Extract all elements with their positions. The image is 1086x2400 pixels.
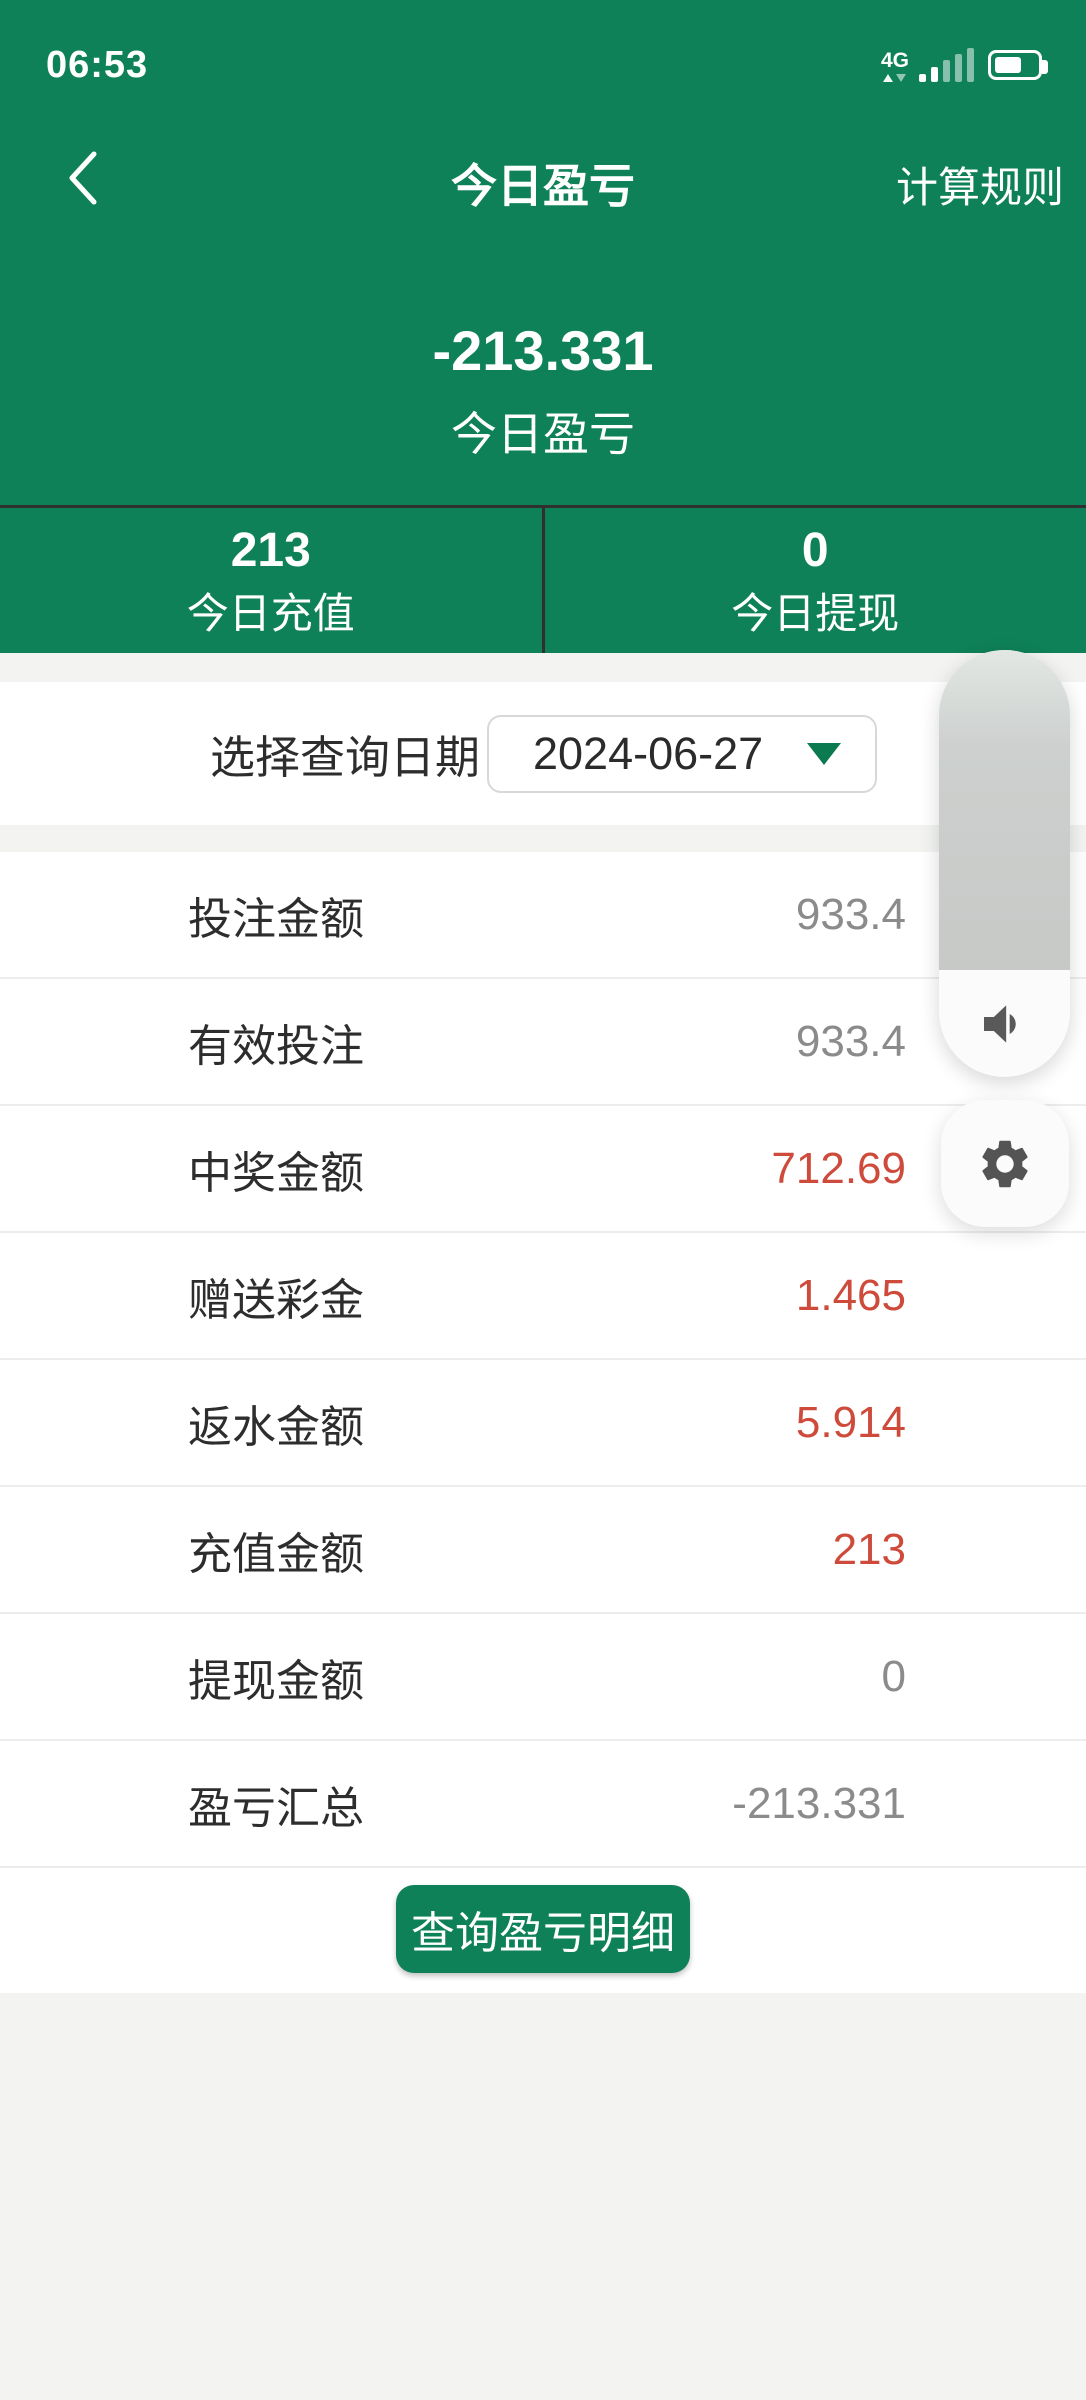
row-value: 712.69: [771, 1143, 906, 1193]
settings-button[interactable]: [941, 1100, 1069, 1227]
gear-icon: [982, 1140, 1028, 1187]
signal-bars-icon: 4G: [881, 48, 974, 82]
query-profit-detail-button[interactable]: 查询盈亏明细: [396, 1885, 690, 1973]
date-dropdown[interactable]: 2024-06-27: [487, 715, 877, 793]
today-withdraw-label: 今日提现: [731, 589, 900, 637]
today-profit-amount: -213.331: [432, 319, 654, 382]
row-rebate: 返水金额 5.914: [0, 1360, 1086, 1487]
back-button[interactable]: [62, 148, 106, 208]
row-label: 投注金额: [188, 894, 364, 944]
today-deposit-label: 今日充值: [186, 589, 355, 637]
clock-time: 06:53: [46, 43, 149, 86]
date-picker-section: 选择查询日期 2024-06-27: [0, 682, 1086, 825]
row-label: 有效投注: [188, 1021, 364, 1071]
floating-assist-pill: [939, 650, 1070, 1077]
speaker-icon: [983, 1004, 1016, 1043]
row-label: 提现金额: [188, 1656, 364, 1706]
row-value: -213.331: [732, 1778, 906, 1828]
row-value: 933.4: [795, 889, 906, 939]
network-type-label: 4G: [880, 49, 909, 72]
row-label: 返水金额: [188, 1402, 364, 1452]
row-valid-bet: 有效投注 933.4: [0, 979, 1086, 1106]
today-deposit-cell: 213 今日充值: [0, 508, 542, 653]
hero-header: 06:53 4G: [0, 0, 1086, 505]
nav-bar: 今日盈亏 计算规则: [0, 146, 1086, 212]
data-arrows-icon: [883, 74, 907, 82]
network-type: 4G: [881, 50, 909, 82]
row-label: 赠送彩金: [188, 1275, 364, 1325]
row-value: 933.4: [795, 1016, 906, 1066]
row-withdraw-amount: 提现金额 0: [0, 1614, 1086, 1741]
page-title: 今日盈亏: [451, 160, 635, 212]
row-profit-total: 盈亏汇总 -213.331: [0, 1741, 1086, 1868]
today-withdraw-value: 0: [801, 523, 829, 577]
row-bonus: 赠送彩金 1.465: [0, 1233, 1086, 1360]
row-value: 1.465: [795, 1270, 906, 1320]
today-profit-label: 今日盈亏: [451, 408, 635, 460]
query-button-section: 查询盈亏明细: [0, 1868, 1086, 1993]
date-dropdown-value: 2024-06-27: [533, 728, 764, 779]
status-bar: 06:53 4G: [46, 42, 1048, 88]
row-value: 213: [832, 1524, 906, 1574]
volume-button[interactable]: [939, 970, 1070, 1077]
stats-band: 213 今日充值 0 今日提现: [0, 505, 1086, 653]
signal-strength-icon: [919, 48, 974, 82]
row-deposit-amount: 充值金额 213: [0, 1487, 1086, 1614]
date-picker-label: 选择查询日期: [210, 732, 481, 783]
today-withdraw-cell: 0 今日提现: [541, 508, 1086, 653]
row-winning-amount: 中奖金额 712.69: [0, 1106, 1086, 1233]
row-bet-amount: 投注金额 933.4: [0, 852, 1086, 979]
calculation-rules-link[interactable]: 计算规则: [895, 164, 1064, 211]
row-value: 0: [881, 1651, 906, 1701]
summary-list: 投注金额 933.4 有效投注 933.4 中奖金额 712.69 赠送彩金 1…: [0, 852, 1086, 1868]
row-value: 5.914: [795, 1397, 906, 1447]
row-label: 中奖金额: [188, 1148, 364, 1198]
battery-icon: [988, 50, 1048, 80]
scrollbar-thumb[interactable]: [939, 650, 1070, 970]
chevron-left-icon: [69, 151, 97, 205]
chevron-down-icon: [807, 743, 842, 765]
today-deposit-value: 213: [230, 523, 311, 577]
row-label: 盈亏汇总: [188, 1783, 364, 1833]
row-label: 充值金额: [188, 1529, 364, 1579]
status-icons: 4G: [881, 48, 1048, 82]
